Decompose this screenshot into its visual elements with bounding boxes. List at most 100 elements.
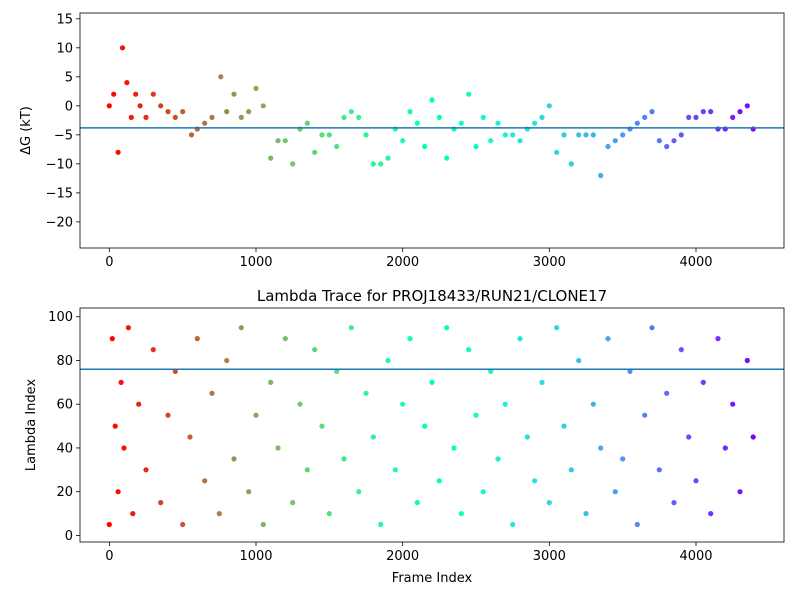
data-point xyxy=(133,91,139,97)
data-point xyxy=(708,109,714,115)
data-point xyxy=(620,456,626,462)
y-tick-label: 40 xyxy=(56,441,73,456)
data-point xyxy=(202,478,208,484)
data-point xyxy=(158,500,164,506)
data-point xyxy=(744,103,750,109)
data-point xyxy=(539,379,545,385)
data-point xyxy=(458,120,464,126)
data-point xyxy=(627,368,633,374)
data-point xyxy=(598,445,604,451)
data-point xyxy=(260,521,266,528)
data-point xyxy=(649,325,655,331)
lambda-x-axis: 0 1000 2000 3000 4000 xyxy=(105,542,713,564)
data-point xyxy=(407,109,413,115)
data-point xyxy=(172,368,178,374)
data-point xyxy=(737,109,743,115)
data-point xyxy=(678,132,684,138)
x-tick-label: 1000 xyxy=(239,549,272,564)
data-point xyxy=(187,434,193,440)
data-point xyxy=(150,347,156,353)
data-point xyxy=(268,379,274,385)
x-tick-label: 1000 xyxy=(239,255,272,270)
data-point xyxy=(165,412,171,418)
data-point xyxy=(583,510,589,517)
data-point xyxy=(444,155,450,161)
data-point xyxy=(539,114,545,120)
data-point xyxy=(137,103,143,109)
data-point xyxy=(642,412,648,418)
data-point xyxy=(700,109,706,115)
data-point xyxy=(400,138,406,144)
data-point xyxy=(260,103,266,109)
data-point xyxy=(143,114,149,120)
data-point xyxy=(326,132,332,138)
data-point xyxy=(158,103,164,109)
data-point xyxy=(730,401,736,407)
y-tick-label: −15 xyxy=(46,186,73,201)
data-point xyxy=(554,149,560,155)
data-point xyxy=(124,80,130,86)
delta-g-y-axis: −20 −15 −10 −5 0 5 10 15 xyxy=(46,12,80,230)
data-point xyxy=(363,390,369,396)
data-point xyxy=(180,521,186,528)
data-point xyxy=(517,138,523,144)
data-point xyxy=(414,500,420,506)
data-point xyxy=(473,412,479,418)
data-point xyxy=(319,132,325,138)
data-point xyxy=(524,434,530,440)
data-point xyxy=(275,138,281,144)
x-tick-label: 4000 xyxy=(679,255,712,270)
data-point xyxy=(436,114,442,120)
data-point xyxy=(583,132,589,138)
data-point xyxy=(480,489,486,495)
data-point xyxy=(106,521,112,528)
data-point xyxy=(180,109,186,115)
data-point xyxy=(510,132,516,138)
data-point xyxy=(605,336,611,342)
data-point xyxy=(378,521,384,528)
data-point xyxy=(642,114,648,120)
data-point xyxy=(737,489,743,495)
data-point xyxy=(429,97,435,103)
lambda-x-axis-label: Frame Index xyxy=(392,571,473,586)
data-point xyxy=(378,161,384,167)
data-point xyxy=(348,109,354,115)
data-point xyxy=(568,161,574,167)
y-tick-label: 60 xyxy=(56,398,73,413)
data-point xyxy=(363,132,369,138)
data-point xyxy=(109,336,115,342)
delta-g-x-axis: 0 1000 2000 3000 4000 xyxy=(105,248,713,270)
x-tick-label: 0 xyxy=(105,549,113,564)
data-point xyxy=(253,85,259,91)
data-point xyxy=(598,172,604,179)
lambda-points xyxy=(106,325,756,528)
data-point xyxy=(172,114,178,120)
data-point xyxy=(319,423,325,429)
data-point xyxy=(495,456,501,462)
data-point xyxy=(700,379,706,385)
x-tick-label: 4000 xyxy=(679,549,712,564)
data-point xyxy=(356,489,362,495)
data-point xyxy=(414,120,420,126)
data-point xyxy=(231,456,237,462)
x-tick-label: 2000 xyxy=(386,549,419,564)
data-point xyxy=(118,379,124,385)
data-point xyxy=(693,478,699,484)
data-point xyxy=(246,109,252,115)
data-point xyxy=(392,467,398,473)
data-point xyxy=(422,423,428,429)
delta-g-panel: 0 1000 2000 3000 4000 −20 −15 −10 −5 0 5 10 15 ΔG (… xyxy=(19,12,785,270)
data-point xyxy=(125,325,131,331)
data-point xyxy=(188,132,195,138)
data-point xyxy=(488,138,494,144)
data-point xyxy=(620,132,626,138)
data-point xyxy=(341,114,347,120)
data-point xyxy=(275,445,281,451)
data-point xyxy=(480,114,486,120)
data-point xyxy=(356,114,362,120)
data-point xyxy=(429,379,435,385)
y-tick-label: 20 xyxy=(56,485,73,500)
data-point xyxy=(656,138,662,144)
data-point xyxy=(693,114,699,120)
